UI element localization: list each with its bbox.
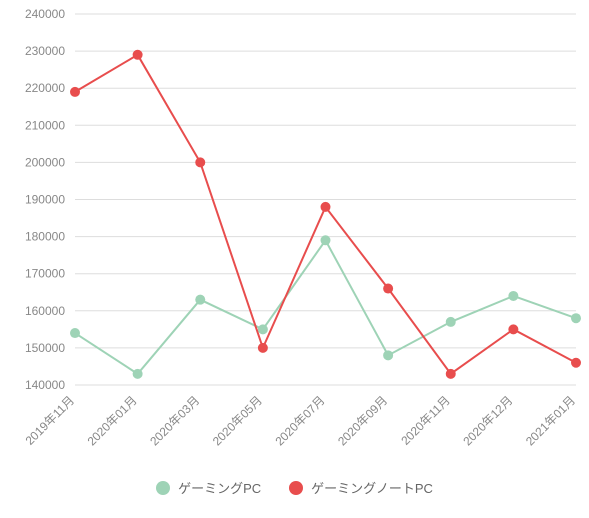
price-trend-chart: 140000 150000 160000 170000 180000 190000 2000… — [0, 0, 589, 513]
y-tick-label: 140000 — [25, 378, 65, 392]
series-marker-0 — [70, 328, 80, 338]
x-tick-label: 2020年11月 — [398, 393, 453, 448]
series-marker-1 — [70, 87, 80, 97]
x-tick-label: 2021年01月 — [523, 393, 578, 448]
series-marker-1 — [321, 202, 331, 212]
y-tick-label: 240000 — [25, 7, 65, 21]
series-marker-0 — [383, 350, 393, 360]
series-marker-1 — [195, 157, 205, 167]
x-tick-label: 2020年03月 — [147, 393, 202, 448]
legend-dot-icon — [156, 481, 170, 495]
y-tick-label: 160000 — [25, 304, 65, 318]
series-line-1 — [75, 55, 576, 374]
series-marker-1 — [133, 50, 143, 60]
series-marker-0 — [508, 291, 518, 301]
legend-dot-icon — [289, 481, 303, 495]
y-tick-label: 190000 — [25, 193, 65, 207]
x-tick-label: 2020年12月 — [460, 393, 515, 448]
y-tick-label: 200000 — [25, 155, 65, 169]
x-tick-label: 2020年05月 — [210, 393, 265, 448]
legend-item-0[interactable]: ゲーミングPC — [156, 478, 261, 497]
x-tick-label: 2020年09月 — [335, 393, 390, 448]
series-marker-0 — [258, 324, 268, 334]
chart-legend: ゲーミングPC ゲーミングノートPC — [0, 478, 589, 498]
y-tick-label: 220000 — [25, 81, 65, 95]
series-marker-1 — [446, 369, 456, 379]
legend-label: ゲーミングPC — [178, 478, 261, 497]
series-marker-0 — [321, 235, 331, 245]
series-line-0 — [75, 240, 576, 374]
y-tick-label: 170000 — [25, 267, 65, 281]
x-tick-label: 2020年07月 — [272, 393, 327, 448]
y-tick-label: 230000 — [25, 44, 65, 58]
legend-label: ゲーミングノートPC — [311, 478, 433, 497]
y-tick-label: 210000 — [25, 118, 65, 132]
series-marker-0 — [446, 317, 456, 327]
x-tick-label: 2019年11月 — [23, 393, 78, 448]
series-marker-0 — [133, 369, 143, 379]
series-marker-1 — [383, 284, 393, 294]
chart-plot-area: 140000 150000 160000 170000 180000 190000 2000… — [0, 0, 589, 513]
y-tick-label: 150000 — [25, 341, 65, 355]
series-marker-1 — [571, 358, 581, 368]
y-tick-label: 180000 — [25, 230, 65, 244]
series-marker-1 — [508, 324, 518, 334]
series-marker-0 — [571, 313, 581, 323]
series-marker-0 — [195, 295, 205, 305]
legend-item-1[interactable]: ゲーミングノートPC — [289, 478, 433, 497]
series-marker-1 — [258, 343, 268, 353]
x-tick-label: 2020年01月 — [85, 393, 140, 448]
